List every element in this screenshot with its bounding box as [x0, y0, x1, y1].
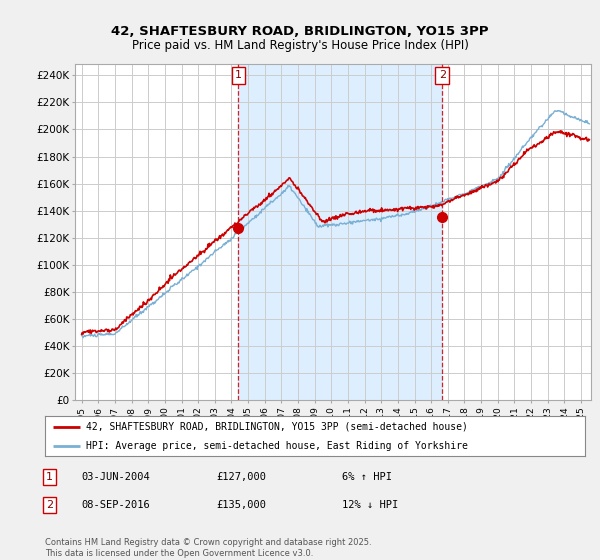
Text: HPI: Average price, semi-detached house, East Riding of Yorkshire: HPI: Average price, semi-detached house,…	[86, 441, 467, 451]
Text: 2: 2	[46, 500, 53, 510]
Bar	[238, 64, 442, 400]
Text: 12% ↓ HPI: 12% ↓ HPI	[342, 500, 398, 510]
Text: 08-SEP-2016: 08-SEP-2016	[81, 500, 150, 510]
Text: 1: 1	[46, 472, 53, 482]
Text: 6% ↑ HPI: 6% ↑ HPI	[342, 472, 392, 482]
Text: Price paid vs. HM Land Registry's House Price Index (HPI): Price paid vs. HM Land Registry's House …	[131, 39, 469, 52]
Text: 03-JUN-2004: 03-JUN-2004	[81, 472, 150, 482]
Text: 2: 2	[439, 70, 446, 80]
Text: £135,000: £135,000	[216, 500, 266, 510]
Text: Contains HM Land Registry data © Crown copyright and database right 2025.
This d: Contains HM Land Registry data © Crown c…	[45, 538, 371, 558]
Text: 1: 1	[235, 70, 242, 80]
Text: 42, SHAFTESBURY ROAD, BRIDLINGTON, YO15 3PP (semi-detached house): 42, SHAFTESBURY ROAD, BRIDLINGTON, YO15 …	[86, 422, 467, 432]
Text: £127,000: £127,000	[216, 472, 266, 482]
Text: 42, SHAFTESBURY ROAD, BRIDLINGTON, YO15 3PP: 42, SHAFTESBURY ROAD, BRIDLINGTON, YO15 …	[111, 25, 489, 38]
